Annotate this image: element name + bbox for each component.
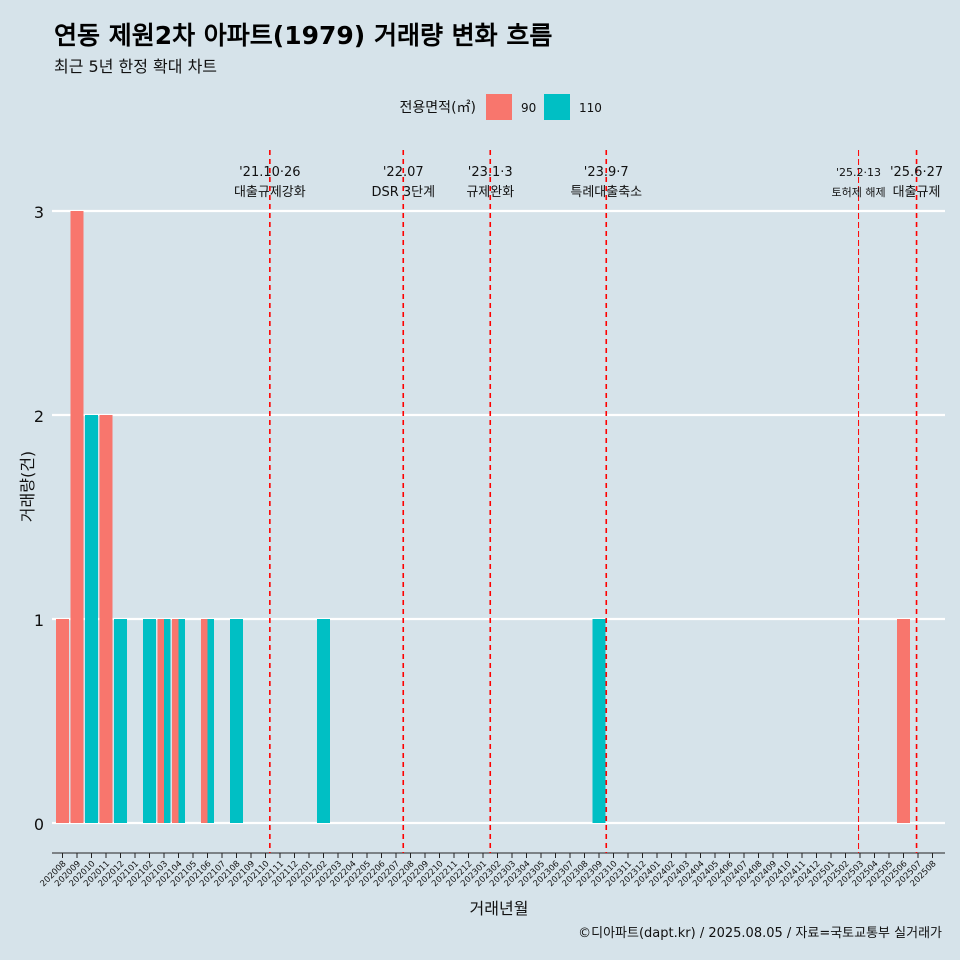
y-axis-title: 거래량(건) xyxy=(18,451,37,522)
event-date: '25.6·27 xyxy=(890,165,943,180)
bar-90-202103 xyxy=(157,619,164,823)
event-label: 대출규제 xyxy=(893,185,941,200)
bar-90-202506 xyxy=(897,619,910,823)
y-tick-label: 3 xyxy=(34,203,44,222)
legend-title: 전용면적(㎡) xyxy=(400,100,476,116)
legend-label-110: 110 xyxy=(579,101,602,115)
y-tick-label: 1 xyxy=(34,611,44,630)
legend-key-110 xyxy=(544,94,570,120)
bar-90-202106 xyxy=(201,619,208,823)
x-axis-title: 거래년월 xyxy=(470,899,529,918)
event-date: '22.07 xyxy=(383,165,424,180)
bar-110-202012 xyxy=(114,619,127,823)
bar-90-202011 xyxy=(99,415,113,823)
bar-110-202010 xyxy=(85,415,98,823)
source-caption: ©디아파트(dapt.kr) / 2025.08.05 / 자료=국토교통부 실… xyxy=(578,926,942,941)
event-date: '25.2·13 xyxy=(836,166,881,179)
bar-90-202008 xyxy=(56,619,69,823)
bar-90-202009 xyxy=(70,211,84,823)
bar-90-202104 xyxy=(172,619,179,823)
event-date: '23.1·3 xyxy=(468,165,513,180)
bar-110-202309 xyxy=(592,619,606,823)
chart-title: 연동 제원2차 아파트(1979) 거래량 변화 흐름 xyxy=(54,21,553,50)
bar-110-202106 xyxy=(207,619,214,823)
y-tick-label: 0 xyxy=(34,815,44,834)
event-label: 토허제 해제 xyxy=(831,185,885,199)
event-label: DSR 3단계 xyxy=(371,185,435,200)
bar-110-202202 xyxy=(317,619,330,823)
event-date: '21.10·26 xyxy=(239,165,300,180)
bar-110-202108 xyxy=(230,619,243,823)
legend-label-90: 90 xyxy=(521,101,536,115)
event-label: 특례대출축소 xyxy=(570,185,642,200)
event-label: 대출규제강화 xyxy=(234,185,306,200)
event-date: '23.9·7 xyxy=(584,165,629,180)
bar-110-202104 xyxy=(178,619,185,823)
y-tick-label: 2 xyxy=(34,407,44,426)
bar-110-202103 xyxy=(164,619,171,823)
chart-subtitle: 최근 5년 한정 확대 차트 xyxy=(54,57,218,76)
event-label: 규제완화 xyxy=(466,185,514,200)
legend-key-90 xyxy=(486,94,512,120)
bar-110-202102 xyxy=(143,619,156,823)
